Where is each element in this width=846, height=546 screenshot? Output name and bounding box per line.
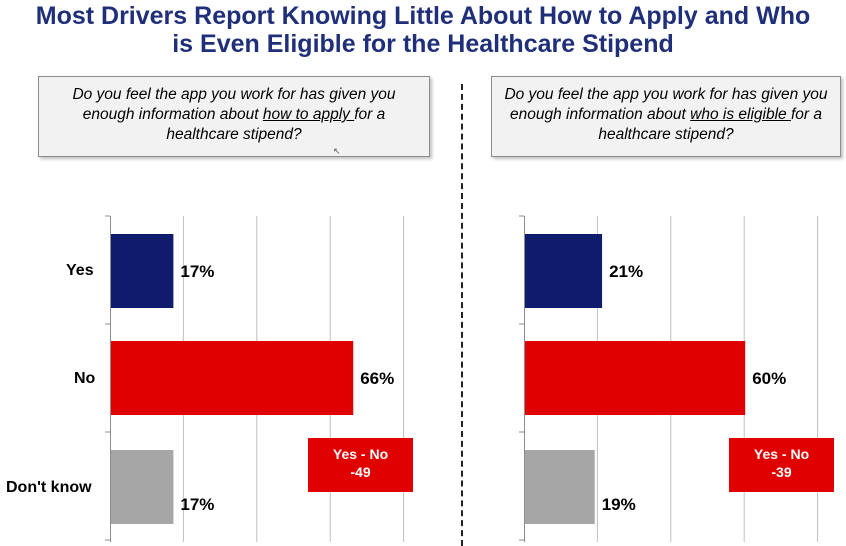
left-question-text: Do you feel the app you work for has giv… [72,86,396,123]
category-label-dont-know: Don't know [6,479,92,496]
category-label-yes: Yes [66,262,94,279]
right-bar-dont-know [525,450,595,524]
left-bar-dont-know [111,450,174,524]
right-question-text: Do you feel the app you work for has giv… [504,86,828,123]
page-title: Most Drivers Report Knowing Little About… [0,2,846,58]
left-data-label-yes: 17% [180,262,214,281]
right-bar-no [525,341,746,415]
panel-divider [461,84,463,546]
left-question-text-end: for a healthcare stipend? [166,106,386,143]
right-question-box: Do you feel the app you work for has giv… [491,76,841,157]
title-line-2: is Even Eligible for the Healthcare Stip… [172,30,674,58]
right-question-underlined: who is eligible [690,106,791,123]
right-data-label-dont-know: 19% [602,495,636,514]
left-difference-callout: Yes - No -49 [308,438,413,492]
right-callout-line-1: Yes - No [753,446,810,462]
left-chart-svg: 17% 66% 17% [105,215,405,542]
right-chart-svg: 21% 60% 19% [519,215,819,542]
left-question-underlined: how to apply [262,106,355,123]
chart-who-is-eligible: 21% 60% 19% [519,212,819,542]
left-callout-line-1: Yes - No [332,446,389,462]
left-data-label-dont-know: 17% [180,495,214,514]
left-bar-yes [111,234,174,308]
left-callout-line-2: -49 [350,464,371,480]
category-label-no: No [74,370,96,387]
right-difference-callout: Yes - No -39 [729,438,834,492]
right-bar-yes [525,234,603,308]
left-question-box: Do you feel the app you work for has giv… [38,76,430,157]
right-callout-line-2: -39 [771,464,792,480]
title-line-1: Most Drivers Report Knowing Little About… [35,2,811,30]
right-question-text-end: for a healthcare stipend? [598,106,822,143]
chart-how-to-apply: 17% 66% 17% [105,212,405,542]
left-data-label-no: 66% [360,369,394,388]
mouse-cursor-icon: ↖ [333,146,341,156]
left-bar-no [111,341,354,415]
right-data-label-yes: 21% [609,262,643,281]
right-data-label-no: 60% [752,369,786,388]
